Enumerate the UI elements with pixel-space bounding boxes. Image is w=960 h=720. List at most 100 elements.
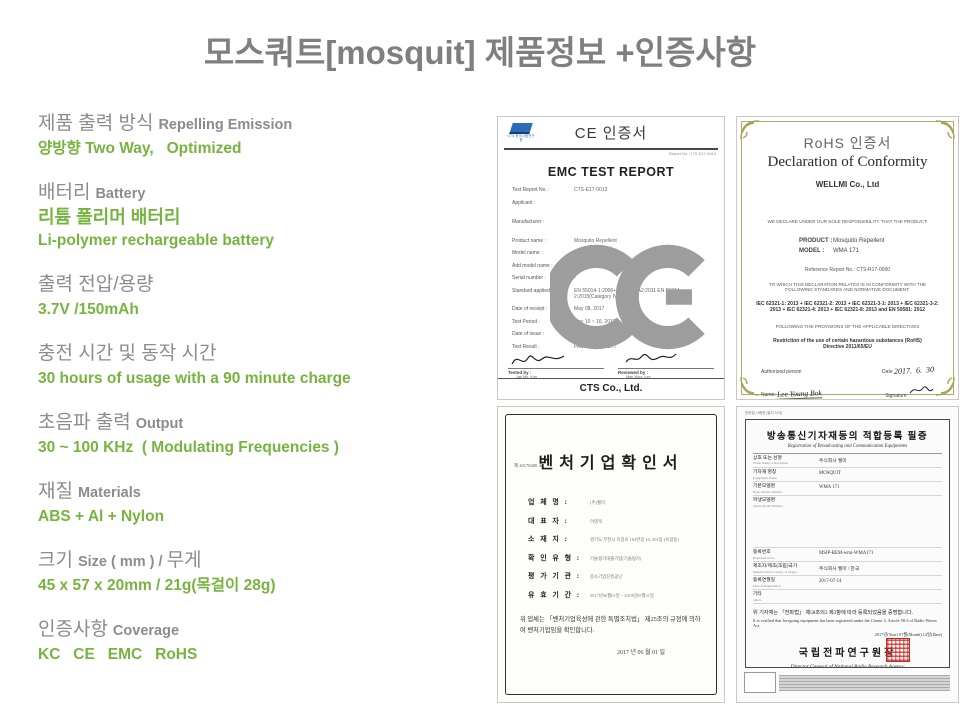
- reviewed-by-signature: Reviewed by : Man Woo, Lee: [618, 350, 714, 379]
- rohs-conformity-text: TO WHICH THIS DECLARATION RELATES IS IN …: [768, 282, 927, 292]
- ce-report-no: Report No. CTS-E17-0013: [668, 151, 716, 156]
- ce-mark-watermark-icon: [544, 239, 718, 360]
- venture-field-value: (주)웰미: [590, 500, 606, 505]
- radio-row-label-en: Date of Registration: [753, 583, 781, 588]
- spec-label-ko: 충전 시간 및 동작 시간: [38, 343, 217, 364]
- venture-field-value: 2017년06월01일 ~ 2019년05월31일: [590, 592, 654, 598]
- venture-title: 벤처기업확인서: [538, 455, 684, 472]
- radio-date: 2017년(Year) 07월(Month) 14일(Date): [874, 632, 942, 638]
- spec-heading: 출력 전압/용량: [38, 273, 490, 298]
- spec-value: 30 hours of usage with a 90 minute charg…: [38, 370, 351, 387]
- ce-field-label: Standard applied :: [512, 287, 553, 294]
- ce-signatures: Tested by : Jae Mk. Kim Reviewed by : Ma…: [508, 350, 714, 379]
- radio-row-label-en: others: [753, 597, 762, 602]
- spec-label-ko2: 무게: [166, 550, 202, 571]
- radio-statement-en: It is verified that foregoing equipment …: [753, 618, 937, 629]
- spec-item-size-weight: 크기 Size ( mm ) / 무게 45 x 57 x 20mm / 21g(목…: [38, 549, 490, 597]
- rohs-inner: RoHS 인증서 Declaration of Conformity WELLM…: [737, 117, 958, 399]
- radio-row-value: 2017-07-14: [819, 578, 842, 584]
- ce-field-label: Product name :: [512, 237, 546, 244]
- cts-logo-caption: CTS 한국시험연구원: [507, 134, 535, 142]
- spec-item-battery: 배터리 Battery 리튬 폴리머 배터리 Li-polymer recharg…: [38, 181, 490, 252]
- ce-field-label: Applicant :: [512, 199, 536, 206]
- radio-issuer-ko: 국립전파연구원장: [753, 638, 942, 663]
- spec-heading: 초음파 출력 Output: [38, 411, 490, 436]
- radio-row-label-en: Trade Name or Registrant: [753, 461, 789, 466]
- spec-label-en: Repelling Emission: [158, 117, 293, 133]
- radio-row-label-ko: 기본모델명: [753, 483, 776, 489]
- rohs-signature-label: Signature: [885, 393, 907, 399]
- spec-item-emission: 제품 출력 방식 Repelling Emission 양방향 Two Way, …: [38, 112, 490, 160]
- ce-field-label: Manufacturer :: [512, 218, 545, 225]
- tested-by-label: Tested by :: [508, 370, 532, 375]
- ce-field-label: Test Result :: [512, 343, 540, 350]
- venture-field-label: 확 인 유 형 :: [528, 553, 582, 562]
- rohs-declaration: WE DECLARE UNDER OUR SOLE RESPONSIBILITY…: [767, 219, 928, 224]
- rohs-model-row: MODEL : WMA 171: [799, 248, 948, 254]
- rohs-product-row: PRODUCT :Mosquito Repellent: [799, 238, 948, 244]
- spec-heading: 제품 출력 방식 Repelling Emission: [38, 112, 490, 137]
- spec-value: 리튬 폴리머 배터리: [38, 207, 181, 227]
- spec-label-ko: 배터리: [38, 182, 91, 203]
- rohs-name-label: Name:: [761, 392, 776, 398]
- venture-inner: 제 20170400 호 벤처기업확인서 업 체 명 : (주)웰미 대 표 자 …: [498, 449, 724, 702]
- radio-row-label-en: Manufacturer/Country of Origin: [753, 569, 797, 574]
- spec-item-materials: 재질 Materials ABS + Al + Nylon: [38, 480, 490, 528]
- rohs-directive: Restriction of the use of certain hazard…: [773, 338, 922, 350]
- venture-fields: 업 체 명 : (주)웰미 대 표 자 : 이영복 소 재 지 : 경기도 부천시 옥…: [528, 497, 724, 600]
- flourish-corner-icon: [739, 119, 761, 141]
- spec-label-ko: 출력 전압/용량: [38, 274, 154, 295]
- spec-label-ko: 초음파 출력: [38, 412, 131, 433]
- rohs-date: Date 2017. 6. 30: [882, 365, 934, 376]
- flourish-corner-icon: [934, 375, 956, 397]
- venture-doc-no: 제 20170400 호: [514, 463, 543, 468]
- ce-footer-company: CTS Co., Ltd.: [498, 378, 724, 399]
- venture-field-label: 평 가 기 관 :: [528, 572, 582, 580]
- ce-field-label: Test Report No. :: [512, 187, 550, 193]
- radio-table: 상호 또는 성명 Trade Name or Registrant 주식회사 웰미 …: [753, 453, 942, 605]
- radio-row-label-en: Series Model Number: [753, 503, 783, 508]
- radio-form-note: 전파법 시행령 [별지 서식]: [745, 411, 783, 415]
- ce-field-label: Test Period :: [512, 318, 540, 325]
- spec-heading: 충전 시간 및 동작 시간: [38, 342, 490, 367]
- venture-field-label: 유 효 기 간 :: [528, 590, 582, 599]
- ce-field-label: Model name. :: [512, 250, 544, 256]
- radio-row-label-ko: 등록번호: [753, 549, 771, 555]
- radio-row-label-en: Registration No.: [753, 555, 776, 560]
- reviewed-by-name: Man Woo, Lee: [626, 375, 651, 379]
- signature-scribble-icon: [909, 386, 934, 394]
- radio-row-label-ko: 제조자/제조(조립)국가: [753, 563, 798, 569]
- spec-list: 제품 출력 방식 Repelling Emission 양방향 Two Way, …: [38, 112, 490, 687]
- spec-label-en: Output: [135, 416, 184, 432]
- radio-issuer-text: 국립전파연구원장: [798, 648, 897, 660]
- spec-label-ko: 크기: [38, 550, 73, 571]
- spec-heading: 배터리 Battery: [38, 181, 490, 206]
- spec-value: Li-polymer rechargeable battery: [38, 232, 275, 249]
- rohs-standards: IEC 62321-1: 2013 + IEC 62321-2: 2013 + …: [756, 301, 939, 313]
- venture-field-label: 업 체 명 :: [528, 498, 569, 506]
- spec-heading: 재질 Materials: [38, 480, 490, 505]
- rohs-authorized-row: Authorized person Date 2017. 6. 30: [761, 365, 934, 376]
- ce-cert-title: CE 인증서: [574, 125, 648, 142]
- radio-row-value: MOSQUIT: [819, 470, 841, 476]
- radio-bottom-strip: [779, 675, 950, 691]
- spec-heading: 인증사항 Coverage: [38, 618, 490, 643]
- venture-field-value: 기술평가대출기업(기술평가): [590, 555, 642, 561]
- venture-date: 2017 년 06 월 01 일: [616, 650, 666, 657]
- ce-field-value: [574, 219, 694, 225]
- radio-issuer-en: Director General of National Radio Resea…: [790, 664, 905, 668]
- rohs-title-ko: RoHS 인증서: [803, 135, 892, 151]
- venture-field-value: 경기도 부천시 옥길로 104번길 10, 201동 (옥길동): [590, 537, 679, 542]
- ce-field-value: May 08, 2017: [574, 306, 605, 312]
- radio-row-value: MSIP-REM-wmi-WMA171: [819, 550, 874, 556]
- red-seal-stamp-icon: [886, 638, 910, 663]
- radio-row-value: 주식회사 웰미 / 한국: [819, 566, 860, 572]
- spec-label-en: Materials: [77, 485, 141, 501]
- radio-row-label-en: Basic Model Number: [753, 489, 783, 494]
- spec-value: ABS + Al + Nylon: [38, 508, 165, 525]
- radio-row-value: 주식회사 웰미: [819, 458, 847, 464]
- radio-row-label-ko: 파생모델명: [753, 497, 776, 503]
- venture-statement: 위 업체는 「벤처기업육성에 관한 특별조치법」 제25조의 규정에 의하여 벤…: [520, 615, 701, 635]
- spec-label-ko: 제품 출력 방식: [38, 113, 154, 134]
- rohs-reference-no: Reference Report No.: CTS-R17-0060: [804, 267, 891, 273]
